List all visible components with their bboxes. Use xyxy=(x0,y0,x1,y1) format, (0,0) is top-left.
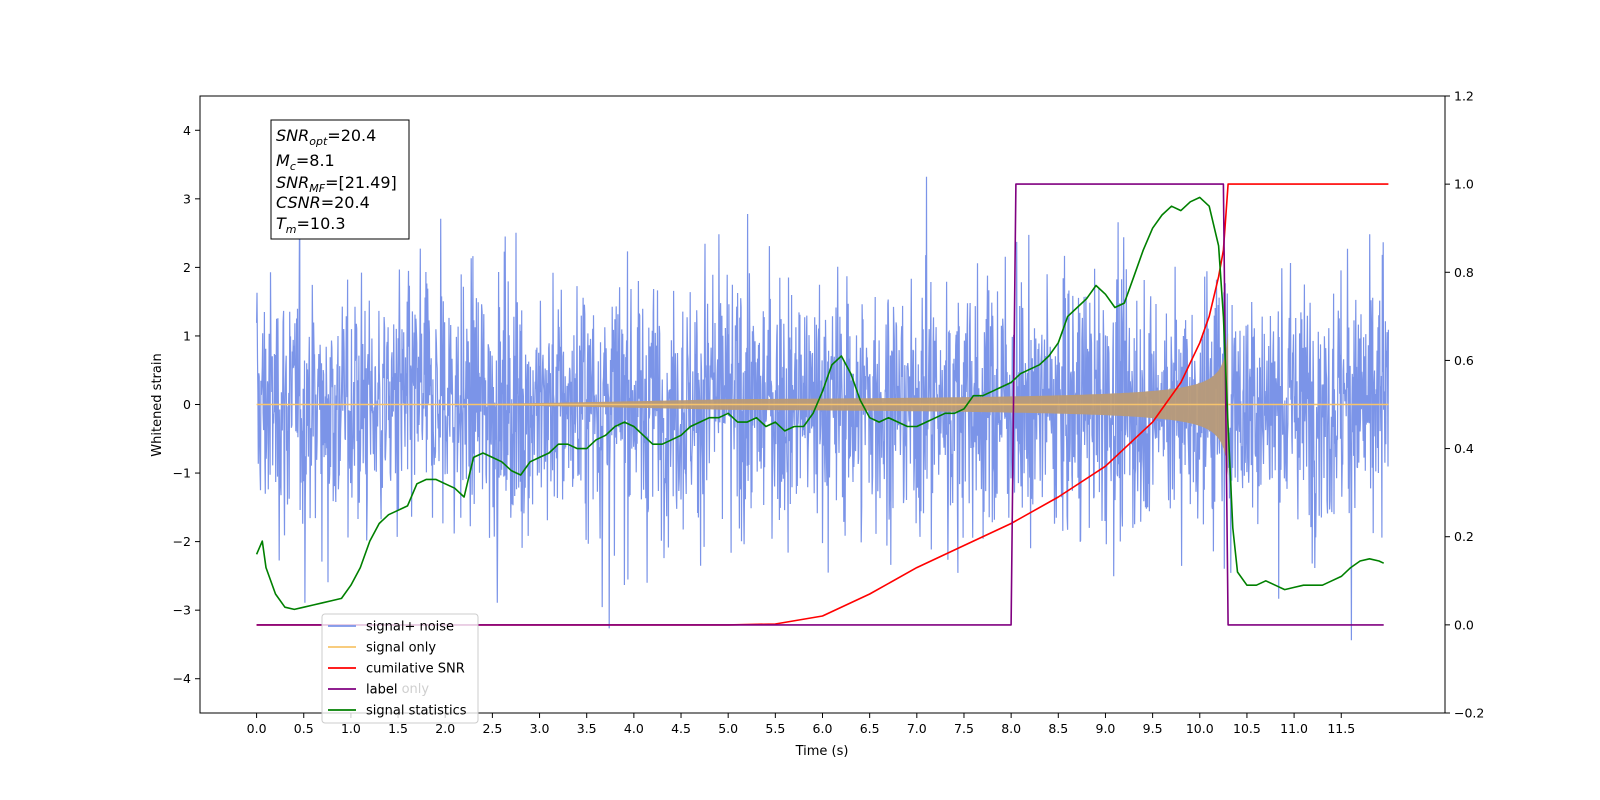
legend-hidden-text: label only xyxy=(366,682,429,697)
info-mc-base: M xyxy=(276,151,290,170)
info-mc-value: =8.1 xyxy=(296,151,335,170)
info-mc: Mc=8.1 xyxy=(276,151,335,173)
info-mc-sub: c xyxy=(290,160,296,173)
y-left-tick-label: −3 xyxy=(173,603,191,618)
legend-label: cumilative SNR xyxy=(366,662,465,677)
y-right-tick-label: 0.6 xyxy=(1454,353,1474,368)
x-tick-label: 7.0 xyxy=(907,721,927,736)
y-left-tick-label: 0 xyxy=(183,397,191,412)
info-snr-opt-value: =20.4 xyxy=(327,126,376,145)
y-right-tick-label: −0.2 xyxy=(1454,706,1484,721)
info-box-frame xyxy=(270,119,410,240)
y-left-tick-label: −1 xyxy=(173,466,191,481)
x-tick-label: 11.0 xyxy=(1280,721,1308,736)
x-tick-label: 0.0 xyxy=(247,721,267,736)
info-snr-mf-base: SNR xyxy=(276,173,309,192)
legend-entries: signal+ noise signal only cumilative SNR la… xyxy=(328,620,467,719)
info-tm-sub: m xyxy=(286,223,297,236)
x-tick-label: 6.0 xyxy=(813,721,833,736)
x-axis: 0.0 0.5 1.0 1.5 2.0 2.5 3.0 3.5 4.0 4.5 5.0 5.5 6.0 6… xyxy=(247,713,1355,736)
y-right-tick-label: 1.2 xyxy=(1454,89,1474,104)
y-right-tick-label: 0.2 xyxy=(1454,529,1474,544)
info-snr-mf-sub: MF xyxy=(309,182,325,195)
y-left-tick-label: −2 xyxy=(173,534,191,549)
series-label xyxy=(256,183,1384,626)
x-tick-label: 2.5 xyxy=(482,721,502,736)
info-snr-opt-sub: opt xyxy=(309,135,328,148)
x-tick-label: 3.0 xyxy=(530,721,550,736)
x-tick-label: 2.0 xyxy=(435,721,455,736)
info-snr-mf-value: =[21.49] xyxy=(325,173,397,192)
x-tick-label: 7.5 xyxy=(954,721,974,736)
y-axis-right: 1.2 1.0 0.8 0.6 0.4 0.2 0.0 −0.2 xyxy=(1445,89,1484,721)
info-tm-base: T xyxy=(276,214,287,233)
x-tick-label: 11.5 xyxy=(1327,721,1355,736)
series-cumulative-snr xyxy=(256,183,1389,626)
info-box: SNRopt=20.4 Mc=8.1 SNRMF=[21.49] CSNR=20… xyxy=(270,119,410,240)
x-tick-label: 9.5 xyxy=(1143,721,1163,736)
info-tm-value: =10.3 xyxy=(297,214,346,233)
x-tick-label: 10.5 xyxy=(1233,721,1261,736)
x-tick-label: 8.5 xyxy=(1048,721,1068,736)
x-tick-label: 8.0 xyxy=(1001,721,1021,736)
x-tick-label: 10.0 xyxy=(1186,721,1214,736)
info-snr-mf: SNRMF=[21.49] xyxy=(276,173,397,195)
y-right-tick-label: 0.8 xyxy=(1454,265,1474,280)
info-snr-opt: SNRopt=20.4 xyxy=(276,126,376,148)
y-left-tick-label: 3 xyxy=(183,191,191,206)
legend-label: label xyxy=(366,683,397,698)
x-tick-label: 5.5 xyxy=(765,721,785,736)
y-axis-label-left: Whitened strain xyxy=(150,353,165,456)
x-tick-label: 0.5 xyxy=(294,721,314,736)
info-snr-opt-base: SNR xyxy=(276,126,309,145)
legend-frame xyxy=(321,613,479,724)
legend: label only signal+ noise signal only cumil… xyxy=(321,613,479,724)
x-tick-label: 6.5 xyxy=(860,721,880,736)
y-right-tick-label: 0.4 xyxy=(1454,441,1474,456)
info-csnr-base: CSNR xyxy=(276,193,321,212)
y-right-tick-label: 0.0 xyxy=(1454,617,1474,632)
x-tick-label: 1.5 xyxy=(388,721,408,736)
legend-label: signal only xyxy=(366,641,436,656)
x-axis-label: Time (s) xyxy=(795,744,849,759)
info-csnr-value: =20.4 xyxy=(321,193,370,212)
x-tick-label: 9.0 xyxy=(1096,721,1116,736)
legend-label: signal statistics xyxy=(366,704,467,719)
y-left-tick-label: 2 xyxy=(183,260,191,275)
series-signal-statistics xyxy=(255,196,1385,611)
info-csnr: CSNR=20.4 xyxy=(276,193,370,212)
y-left-tick-label: 4 xyxy=(183,123,191,138)
y-axis-left: 4 3 2 1 0 −1 −2 −3 −4 xyxy=(173,123,200,686)
y-left-tick-label: −4 xyxy=(173,671,191,686)
x-tick-label: 1.0 xyxy=(341,721,361,736)
info-tm: Tm=10.3 xyxy=(276,214,346,236)
x-tick-label: 4.5 xyxy=(671,721,691,736)
x-tick-label: 3.5 xyxy=(577,721,597,736)
x-tick-label: 4.0 xyxy=(624,721,644,736)
y-right-tick-label: 1.0 xyxy=(1454,177,1474,192)
legend-label: signal+ noise xyxy=(366,620,454,635)
x-tick-label: 5.0 xyxy=(718,721,738,736)
y-left-tick-label: 1 xyxy=(183,328,191,343)
series-layer xyxy=(255,176,1390,641)
